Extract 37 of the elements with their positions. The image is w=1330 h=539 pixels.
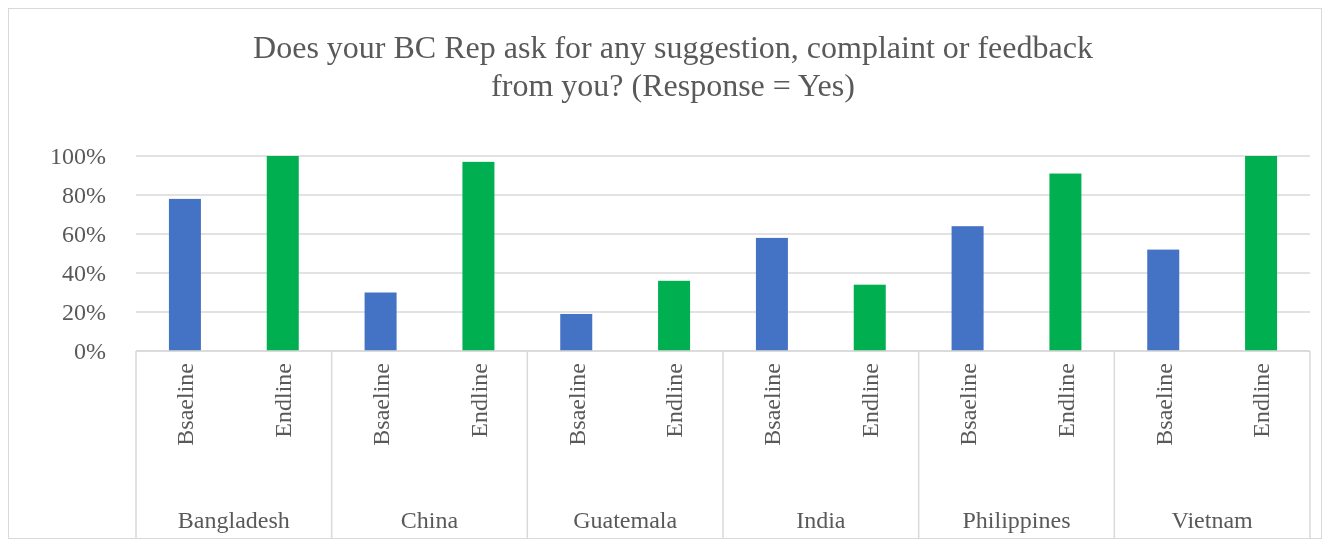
bar [560, 313, 593, 351]
x-tick-label: Endline [661, 363, 688, 438]
text: Philippines [962, 507, 1071, 533]
bar [1245, 156, 1278, 351]
x-tick-label: Endline [1248, 363, 1275, 438]
x-tick-label: Bsaeline [759, 363, 786, 446]
x-tick-label: Bsaeline [563, 363, 590, 446]
text: Guatemala [573, 507, 678, 533]
bar [266, 156, 299, 351]
y-tick-label: 20% [62, 299, 106, 326]
text: Bangladesh [177, 507, 290, 533]
bar [364, 292, 397, 351]
x-tick-label: Endline [1052, 363, 1079, 438]
x-tick-label: Bsaeline [367, 363, 394, 446]
y-tick-label: 80% [62, 182, 106, 209]
y-tick-label: 100% [50, 143, 106, 170]
chart-title: Does your BC Rep ask for any suggestion, complaint or feedback from you? (Response = Yes) [253, 29, 1093, 103]
y-tick-label: 40% [62, 260, 106, 287]
y-tick-label: 0% [74, 338, 106, 365]
bar [462, 161, 495, 351]
x-tick-label: Endline [465, 363, 492, 438]
bar [1049, 173, 1082, 351]
bar [1147, 249, 1180, 351]
bar [168, 198, 201, 351]
text: China [400, 507, 459, 533]
x-tick-label: Endline [270, 363, 297, 438]
x-tick-label: Bsaeline [1150, 363, 1177, 446]
text: Vietnam [1171, 507, 1254, 533]
bar [658, 280, 691, 351]
x-tick-label: Bsaeline [172, 363, 199, 446]
bar [853, 284, 886, 351]
bar [951, 226, 984, 351]
y-tick-label: 60% [62, 221, 106, 248]
text: India [796, 507, 846, 533]
bar [755, 237, 788, 351]
x-tick-label: Bsaeline [954, 363, 981, 446]
x-tick-label: Endline [857, 363, 884, 438]
